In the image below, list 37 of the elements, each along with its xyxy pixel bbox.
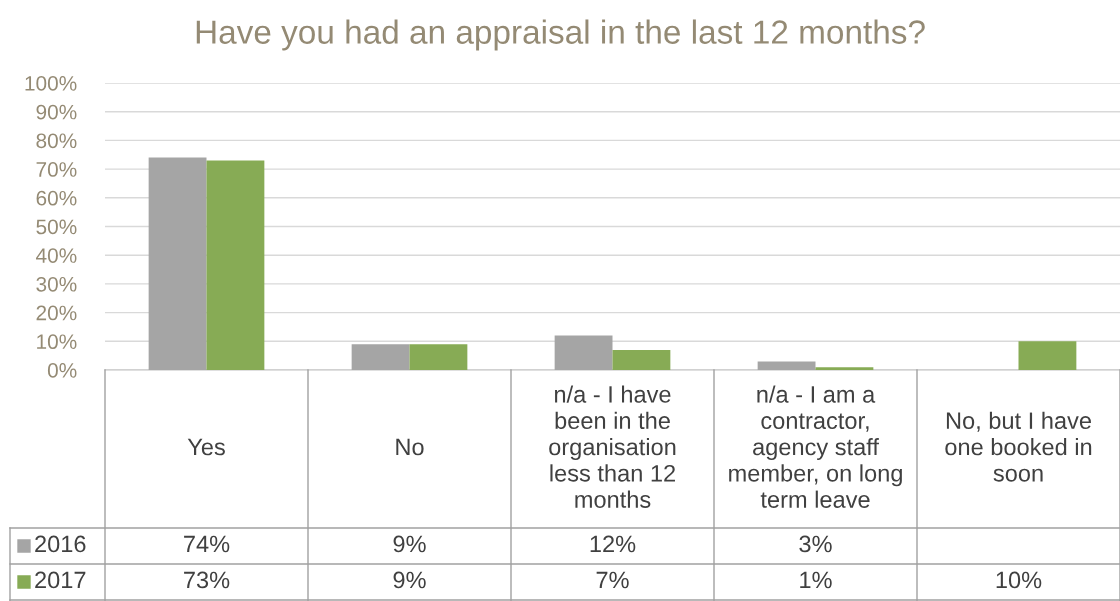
data-label: 7% [596, 571, 629, 589]
data-label: 9% [393, 571, 426, 589]
x-tick-label: n/a - I have been in the organisation less than 12 months [549, 385, 676, 508]
y-tick-label: 100% [25, 76, 77, 91]
x-tick-label: No [396, 438, 424, 456]
bar [612, 349, 671, 370]
y-tick-label: 10% [37, 334, 77, 350]
bar [148, 157, 207, 370]
legend-label: 2017 [35, 571, 86, 589]
data-label: 12% [590, 535, 636, 553]
y-tick-label: 80% [36, 133, 77, 149]
y-tick-label: 70% [36, 162, 77, 177]
x-tick-label: n/a - I am a contractor, agency staff member, on long term leave [729, 385, 902, 508]
chart-title: Have you had an appraisal in the last 12 months? [196, 19, 925, 51]
x-tick-label: No, but I have one booked in soon [945, 411, 1092, 482]
y-tick-label: 20% [36, 305, 77, 321]
bar [206, 160, 265, 370]
data-label: 9% [393, 535, 426, 553]
y-tick-label: 50% [36, 219, 77, 235]
x-tick-label: Yes [187, 438, 225, 456]
y-tick-label: 60% [36, 190, 77, 206]
y-tick-label: 0% [47, 363, 77, 378]
data-label: 10% [996, 571, 1042, 589]
bar [554, 335, 613, 370]
y-tick-label: 30% [36, 276, 77, 292]
bar [351, 344, 410, 370]
bar [409, 344, 468, 370]
y-tick-label: 40% [36, 248, 77, 263]
data-label: 1% [800, 571, 832, 589]
data-label: 73% [184, 571, 230, 589]
bar [1018, 341, 1077, 370]
bar [815, 367, 874, 370]
y-tick-label: 90% [36, 104, 77, 120]
legend-label: 2016 [35, 535, 86, 553]
data-label: 74% [184, 535, 230, 553]
bar [757, 361, 816, 370]
data-label: 3% [799, 535, 832, 553]
